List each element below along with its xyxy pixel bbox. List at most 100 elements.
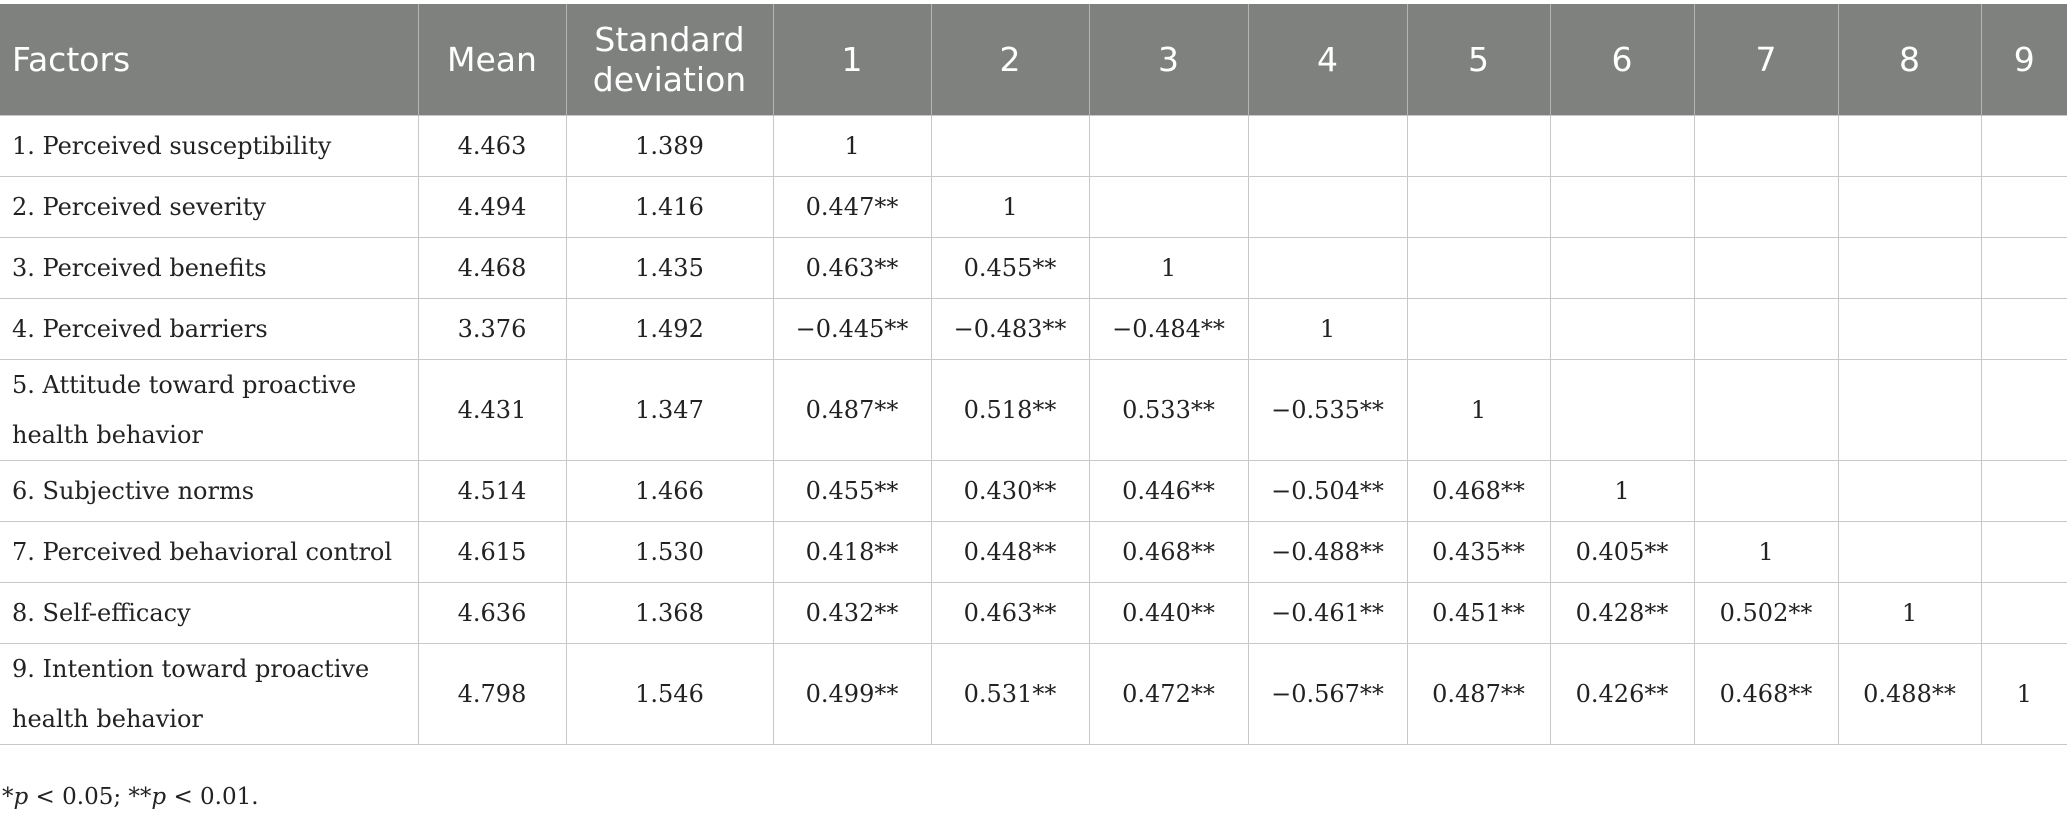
correlation-cell: 0.463** [772, 237, 932, 299]
table-row: 5. Attitude toward proactive health beha… [0, 359, 2067, 461]
sd-cell: 1.546 [565, 643, 774, 745]
empty-cell [1837, 115, 1982, 177]
sd-cell: 1.466 [565, 460, 774, 522]
header-cell: Mean [417, 4, 566, 116]
mean-cell: 4.431 [417, 359, 567, 461]
correlation-cell: 0.448** [930, 521, 1090, 583]
correlation-cell: 1 [1837, 582, 1982, 644]
correlation-cell: 0.405** [1549, 521, 1695, 583]
correlation-cell: 0.418** [772, 521, 932, 583]
correlation-cell: −0.567** [1247, 643, 1408, 745]
empty-cell [1980, 460, 2067, 522]
empty-cell [1837, 359, 1982, 461]
header-cell: 2 [930, 4, 1089, 116]
mean-cell: 4.615 [417, 521, 567, 583]
empty-cell [1549, 359, 1695, 461]
empty-cell [1693, 237, 1839, 299]
footnote-part: p [13, 784, 29, 810]
empty-cell [1837, 521, 1982, 583]
correlation-table: Factors Mean Standard deviation 1 2 3 4 5 6 7 8 9 1… [0, 4, 2067, 745]
mean-cell: 4.494 [417, 176, 567, 238]
correlation-cell: 1 [1088, 237, 1249, 299]
header-cell: 6 [1549, 4, 1694, 116]
mean-cell: 4.463 [417, 115, 567, 177]
correlation-cell: 0.499** [772, 643, 932, 745]
correlation-cell: 1 [1406, 359, 1551, 461]
table-row: 1. Perceived susceptibility 4.463 1.389 1 [0, 115, 2067, 177]
sd-cell: 1.416 [565, 176, 774, 238]
empty-cell [1693, 115, 1839, 177]
table-row: 4. Perceived barriers 3.376 1.492 −0.445** −… [0, 298, 2067, 360]
empty-cell [1980, 298, 2067, 360]
correlation-cell: 1 [1693, 521, 1839, 583]
mean-cell: 4.636 [417, 582, 567, 644]
empty-cell [1549, 237, 1695, 299]
footnote-part: < 0.01. [166, 784, 259, 810]
empty-cell [1693, 359, 1839, 461]
correlation-cell: 1 [930, 176, 1090, 238]
empty-cell [1247, 176, 1408, 238]
correlation-cell: 0.455** [772, 460, 932, 522]
sd-cell: 1.389 [565, 115, 774, 177]
factor-cell: 5. Attitude toward proactive health beha… [0, 359, 419, 461]
factor-cell: 7. Perceived behavioral control [0, 521, 419, 583]
empty-cell [1406, 176, 1551, 238]
header-cell: 9 [1980, 4, 2067, 116]
correlation-cell: 0.451** [1406, 582, 1551, 644]
header-cell: 5 [1406, 4, 1550, 116]
mean-cell: 4.468 [417, 237, 567, 299]
correlation-cell: 0.502** [1693, 582, 1839, 644]
header-row: Factors Mean Standard deviation 1 2 3 4 5 6 7 8 9 [0, 4, 2067, 116]
correlation-cell: 0.428** [1549, 582, 1695, 644]
correlation-cell: 0.447** [772, 176, 932, 238]
table-row: 3. Perceived benefits 4.468 1.435 0.463** 0.… [0, 237, 2067, 299]
sd-cell: 1.435 [565, 237, 774, 299]
empty-cell [1837, 298, 1982, 360]
correlation-cell: 0.472** [1088, 643, 1249, 745]
correlation-cell: 0.487** [1406, 643, 1551, 745]
correlation-cell: 0.531** [930, 643, 1090, 745]
header-cell: 8 [1837, 4, 1981, 116]
empty-cell [1693, 298, 1839, 360]
correlation-cell: −0.504** [1247, 460, 1408, 522]
correlation-cell: 0.533** [1088, 359, 1249, 461]
empty-cell [1406, 237, 1551, 299]
mean-cell: 4.514 [417, 460, 567, 522]
factor-cell: 4. Perceived barriers [0, 298, 419, 360]
table-row: 7. Perceived behavioral control 4.615 1.53… [0, 521, 2067, 583]
factor-cell: 1. Perceived susceptibility [0, 115, 419, 177]
table-row: 2. Perceived severity 4.494 1.416 0.447** 1 [0, 176, 2067, 238]
correlation-cell: 0.426** [1549, 643, 1695, 745]
header-cell: 1 [772, 4, 931, 116]
correlation-cell: 0.488** [1837, 643, 1982, 745]
correlation-cell: 0.446** [1088, 460, 1249, 522]
mean-cell: 3.376 [417, 298, 567, 360]
table-row: 9. Intention toward proactive health beh… [0, 643, 2067, 745]
header-cell: Factors [0, 4, 418, 116]
sd-cell: 1.492 [565, 298, 774, 360]
empty-cell [1406, 298, 1551, 360]
empty-cell [1088, 115, 1249, 177]
empty-cell [1693, 176, 1839, 238]
factor-cell: 2. Perceived severity [0, 176, 419, 238]
empty-cell [1247, 237, 1408, 299]
empty-cell [1980, 582, 2067, 644]
correlation-cell: 0.468** [1693, 643, 1839, 745]
correlation-cell: 0.463** [930, 582, 1090, 644]
factor-cell: 8. Self-efficacy [0, 582, 419, 644]
empty-cell [1693, 460, 1839, 522]
table-wrap: Factors Mean Standard deviation 1 2 3 4 5 6 7 8 9 1… [0, 4, 2067, 745]
empty-cell [1247, 115, 1408, 177]
correlation-cell: 0.440** [1088, 582, 1249, 644]
empty-cell [1980, 115, 2067, 177]
correlation-cell: 0.455** [930, 237, 1090, 299]
sd-cell: 1.530 [565, 521, 774, 583]
mean-cell: 4.798 [417, 643, 567, 745]
table-row: 6. Subjective norms 4.514 1.466 0.455** 0.43… [0, 460, 2067, 522]
correlation-cell: 1 [772, 115, 932, 177]
empty-cell [1980, 237, 2067, 299]
correlation-cell: −0.461** [1247, 582, 1408, 644]
footnote-part: p [151, 784, 167, 810]
empty-cell [930, 115, 1090, 177]
correlation-cell: 1 [1247, 298, 1408, 360]
